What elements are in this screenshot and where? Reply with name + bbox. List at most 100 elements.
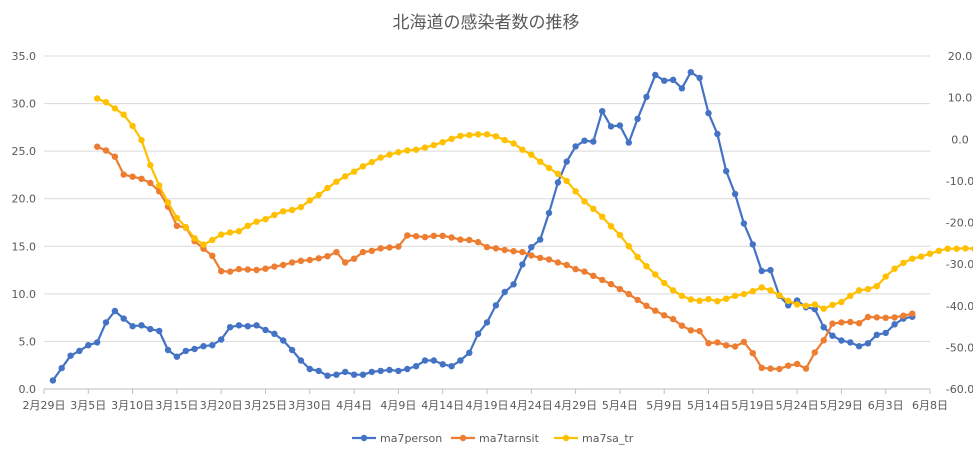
y2-tick-label: 20.0 xyxy=(948,50,973,63)
data-point xyxy=(616,122,624,129)
data-point xyxy=(802,365,810,372)
data-point xyxy=(111,153,119,160)
data-point xyxy=(501,288,508,296)
data-point xyxy=(528,151,535,158)
data-point xyxy=(891,314,898,321)
y-tick-label: 0.0 xyxy=(19,383,37,396)
data-point xyxy=(102,319,110,326)
data-point xyxy=(714,130,721,138)
data-point xyxy=(767,365,774,372)
data-point xyxy=(669,287,677,294)
data-point xyxy=(537,254,544,262)
data-point xyxy=(909,310,916,317)
data-point xyxy=(315,367,322,375)
data-point xyxy=(138,322,145,329)
data-point xyxy=(607,123,615,130)
data-point xyxy=(847,339,854,346)
data-point xyxy=(599,213,606,220)
data-point xyxy=(164,199,172,206)
data-point xyxy=(138,175,145,182)
data-point xyxy=(882,329,889,337)
data-point xyxy=(820,337,827,344)
data-point xyxy=(412,233,420,240)
data-point xyxy=(926,250,934,257)
data-point xyxy=(616,285,624,293)
data-point xyxy=(545,209,553,217)
data-point xyxy=(368,368,375,376)
data-point xyxy=(49,377,57,384)
data-point xyxy=(590,138,597,145)
chart-title: 北海道の感染者数の推移 xyxy=(393,13,580,33)
data-point xyxy=(838,337,845,344)
data-point xyxy=(218,231,225,238)
data-point xyxy=(315,255,322,262)
x-tick-label: 3月5日 xyxy=(70,399,106,412)
series-line xyxy=(96,97,973,310)
data-point xyxy=(430,232,437,239)
data-point xyxy=(244,323,251,330)
data-point xyxy=(661,312,668,319)
data-point xyxy=(501,246,508,254)
data-point xyxy=(253,322,260,329)
x-tick-label: 4月29日 xyxy=(554,399,597,412)
y-tick-label: 10.0 xyxy=(12,288,37,301)
data-point xyxy=(173,222,181,229)
data-point xyxy=(58,364,65,372)
y2-tick-label: -10.0 xyxy=(946,175,973,188)
data-point xyxy=(545,164,553,172)
data-point xyxy=(448,135,455,142)
data-point xyxy=(368,247,375,254)
data-point xyxy=(466,236,473,244)
data-point xyxy=(581,137,588,144)
axes xyxy=(43,388,931,394)
data-point xyxy=(111,307,119,315)
data-point xyxy=(519,261,526,268)
data-point xyxy=(430,141,437,149)
data-point xyxy=(457,357,464,364)
data-point xyxy=(94,95,101,102)
data-point xyxy=(900,259,907,267)
data-point xyxy=(280,337,287,344)
data-point xyxy=(820,305,827,312)
data-point xyxy=(944,245,951,252)
data-point xyxy=(740,338,748,346)
data-point xyxy=(404,232,411,239)
x-tick-label: 2月29日 xyxy=(23,399,66,412)
data-point xyxy=(864,285,872,293)
data-point xyxy=(271,263,278,270)
data-point xyxy=(306,365,313,373)
data-point xyxy=(723,295,730,302)
x-tick-label: 4月24日 xyxy=(510,399,553,412)
data-point xyxy=(581,268,588,275)
data-point xyxy=(891,321,898,328)
data-point xyxy=(191,345,198,353)
data-point xyxy=(749,241,756,248)
data-point xyxy=(873,283,880,290)
data-point xyxy=(430,357,437,364)
data-point xyxy=(377,367,384,375)
x-tick-label: 6月3日 xyxy=(868,399,904,412)
data-point xyxy=(696,297,703,304)
data-point xyxy=(519,146,526,153)
data-point xyxy=(448,363,455,370)
data-point xyxy=(129,323,136,330)
plot-area xyxy=(49,69,973,384)
data-point xyxy=(501,136,508,144)
data-point xyxy=(510,140,517,147)
data-point xyxy=(634,253,641,261)
series-ma7tarnsit xyxy=(94,143,916,373)
legend-label: ma7tarnsit xyxy=(479,432,540,445)
data-point xyxy=(705,295,712,303)
data-point xyxy=(652,271,659,278)
data-point xyxy=(537,158,544,165)
data-point xyxy=(590,205,597,212)
data-point xyxy=(643,93,650,101)
y-tick-label: 20.0 xyxy=(12,193,37,206)
data-point xyxy=(678,85,686,92)
data-point xyxy=(173,353,181,360)
data-point xyxy=(687,69,694,76)
data-point xyxy=(492,302,500,309)
data-point xyxy=(855,320,863,327)
data-point xyxy=(731,292,739,299)
